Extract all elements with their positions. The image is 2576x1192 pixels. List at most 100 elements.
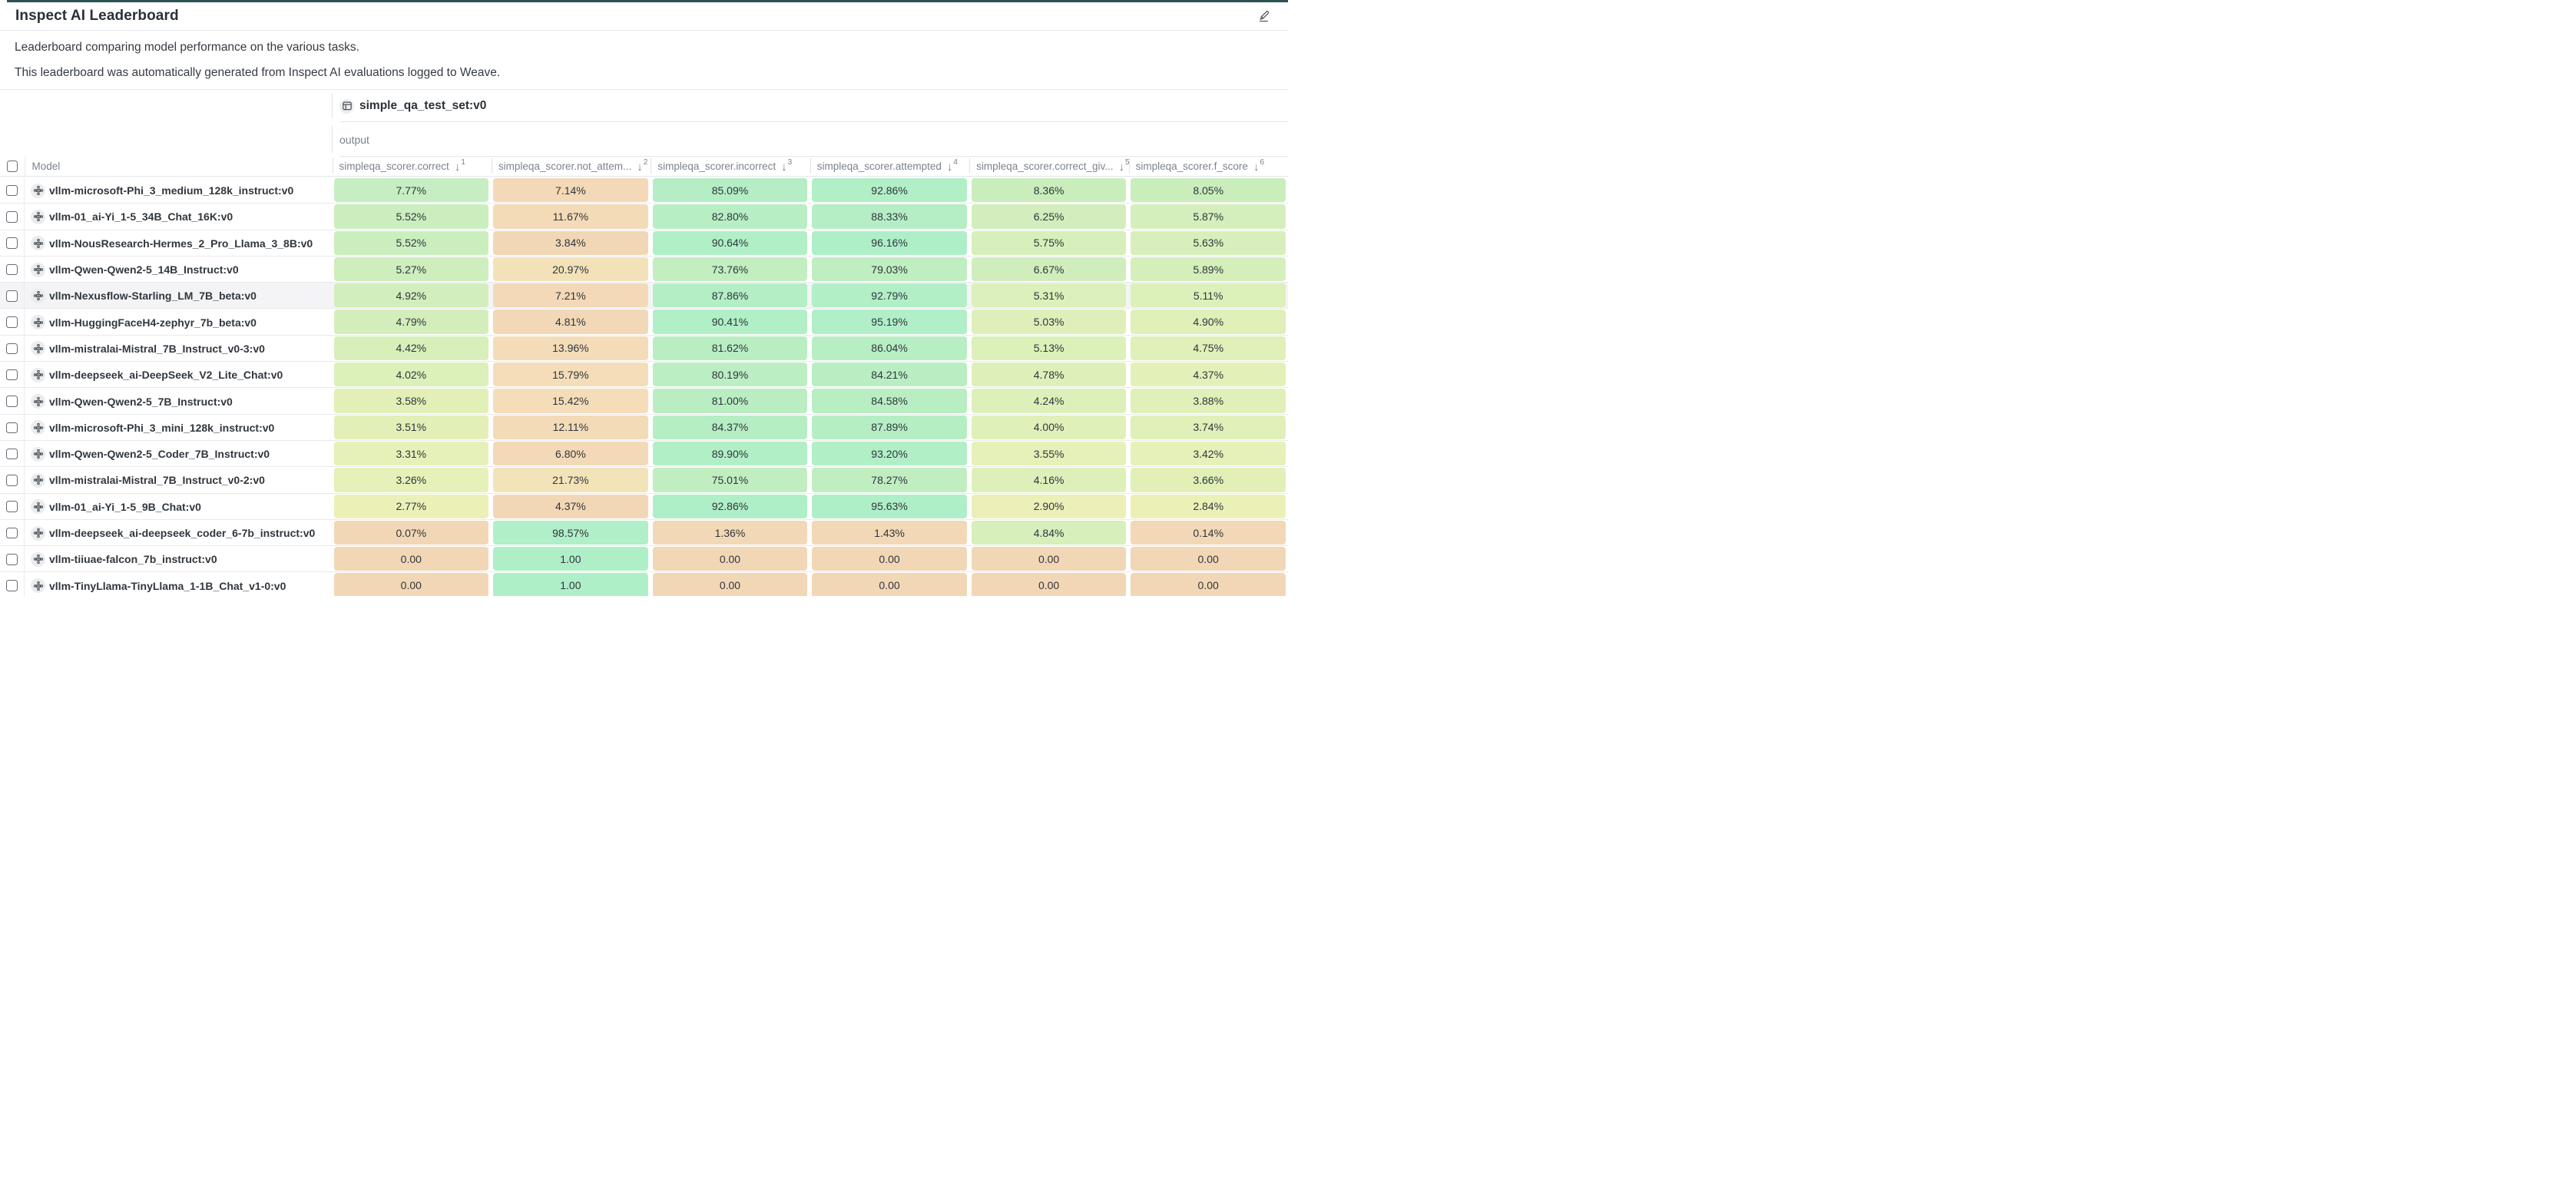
score-cell[interactable]: 2.84% <box>1131 494 1286 518</box>
score-cell[interactable]: 4.90% <box>1131 310 1286 334</box>
score-cell[interactable]: 0.00 <box>652 547 808 571</box>
model-name-link[interactable]: vllm-mistralai-Mistral_7B_Instruct_v0-3:… <box>49 342 265 355</box>
table-row[interactable]: vllm-Qwen-Qwen2-5_Coder_7B_Instruct:v0 3.… <box>0 440 1288 468</box>
score-cell[interactable]: 3.74% <box>1131 415 1286 439</box>
score-cell[interactable]: 1.00 <box>493 547 648 571</box>
row-checkbox[interactable] <box>6 290 18 302</box>
sort-desc-arrow-icon[interactable]: ↓6 <box>1253 157 1264 174</box>
score-cell[interactable]: 87.86% <box>652 283 808 308</box>
model-name-link[interactable]: vllm-01_ai-Yi_1-5_9B_Chat:v0 <box>49 500 201 513</box>
score-cell[interactable]: 2.77% <box>333 494 489 518</box>
score-cell[interactable]: 96.16% <box>812 230 967 255</box>
score-cell[interactable]: 95.19% <box>812 310 967 334</box>
score-cell[interactable]: 1.43% <box>812 520 967 545</box>
score-cell[interactable]: 92.86% <box>652 494 808 518</box>
score-cell[interactable]: 7.14% <box>493 178 648 203</box>
row-checkbox[interactable] <box>6 211 18 223</box>
score-cell[interactable]: 81.62% <box>652 336 808 361</box>
score-cell[interactable]: 8.05% <box>1131 178 1286 203</box>
score-cell[interactable]: 0.14% <box>1131 520 1286 545</box>
row-checkbox[interactable] <box>6 237 18 249</box>
score-cell[interactable]: 1.36% <box>652 520 808 545</box>
score-cell[interactable]: 73.76% <box>652 257 808 282</box>
score-cell[interactable]: 4.92% <box>333 283 489 308</box>
score-cell[interactable]: 4.00% <box>971 415 1127 439</box>
score-cell[interactable]: 5.11% <box>1131 283 1286 308</box>
score-cell[interactable]: 5.13% <box>971 336 1127 361</box>
score-cell[interactable]: 6.80% <box>493 441 648 466</box>
table-row[interactable]: vllm-01_ai-Yi_1-5_34B_Chat_16K:v0 5.52% 11… <box>0 204 1288 230</box>
score-cell[interactable]: 4.24% <box>971 389 1127 413</box>
row-checkbox[interactable] <box>6 343 18 355</box>
row-checkbox[interactable] <box>6 554 18 565</box>
score-cell[interactable]: 3.58% <box>333 389 489 413</box>
score-cell[interactable]: 1.00 <box>493 573 648 596</box>
column-header[interactable]: simpleqa_scorer.incorrect ↓3 <box>651 157 810 176</box>
score-cell[interactable]: 13.96% <box>493 336 648 361</box>
score-cell[interactable]: 20.97% <box>493 257 648 282</box>
row-checkbox[interactable] <box>6 396 18 407</box>
row-checkbox[interactable] <box>6 184 18 197</box>
table-row[interactable]: vllm-mistralai-Mistral_7B_Instruct_v0-3:… <box>0 335 1288 363</box>
row-checkbox[interactable] <box>6 369 18 381</box>
row-checkbox[interactable] <box>6 580 18 591</box>
score-cell[interactable]: 3.31% <box>333 441 489 466</box>
model-name-link[interactable]: vllm-Qwen-Qwen2-5_14B_Instruct:v0 <box>49 263 239 276</box>
column-header[interactable]: simpleqa_scorer.correct ↓1 <box>332 157 492 176</box>
table-row[interactable]: vllm-HuggingFaceH4-zephyr_7b_beta:v0 4.79… <box>0 309 1288 336</box>
score-cell[interactable]: 4.84% <box>971 520 1127 545</box>
score-cell[interactable]: 6.67% <box>971 257 1127 282</box>
table-row[interactable]: vllm-deepseek_ai-deepseek_coder_6-7b_ins… <box>0 519 1288 547</box>
row-checkbox[interactable] <box>6 316 18 328</box>
score-cell[interactable]: 0.00 <box>333 573 489 596</box>
table-row[interactable]: vllm-Qwen-Qwen2-5_14B_Instruct:v0 5.27% 20… <box>0 256 1288 283</box>
score-cell[interactable]: 15.79% <box>493 363 648 387</box>
score-cell[interactable]: 5.75% <box>971 230 1127 255</box>
score-cell[interactable]: 79.03% <box>812 257 967 282</box>
score-cell[interactable]: 82.80% <box>652 204 808 229</box>
score-cell[interactable]: 4.78% <box>971 363 1127 387</box>
score-cell[interactable]: 5.63% <box>1131 230 1286 255</box>
row-checkbox[interactable] <box>6 263 18 276</box>
table-row[interactable]: vllm-TinyLlama-TinyLlama_1-1B_Chat_v1-0:… <box>0 572 1288 596</box>
score-cell[interactable]: 0.00 <box>971 547 1127 571</box>
score-cell[interactable]: 21.73% <box>493 468 648 492</box>
score-cell[interactable]: 98.57% <box>493 520 648 545</box>
score-cell[interactable]: 3.51% <box>333 415 489 439</box>
sort-desc-arrow-icon[interactable]: ↓2 <box>637 157 648 174</box>
score-cell[interactable]: 0.00 <box>333 547 489 571</box>
score-cell[interactable]: 3.55% <box>971 441 1127 466</box>
sort-desc-arrow-icon[interactable]: ↓3 <box>781 157 793 174</box>
table-row[interactable]: vllm-mistralai-Mistral_7B_Instruct_v0-2:… <box>0 467 1288 494</box>
sort-desc-arrow-icon[interactable]: ↓5 <box>1118 157 1130 174</box>
score-cell[interactable]: 5.31% <box>971 283 1127 308</box>
score-cell[interactable]: 93.20% <box>812 441 967 466</box>
column-header[interactable]: simpleqa_scorer.attempted ↓4 <box>810 157 969 176</box>
row-checkbox[interactable] <box>6 448 18 460</box>
score-cell[interactable]: 5.52% <box>333 230 489 255</box>
score-cell[interactable]: 87.89% <box>812 415 967 439</box>
score-cell[interactable]: 4.16% <box>971 468 1127 492</box>
score-cell[interactable]: 84.21% <box>812 363 967 387</box>
score-cell[interactable]: 3.26% <box>333 468 489 492</box>
model-name-link[interactable]: vllm-microsoft-Phi_3_mini_128k_instruct:… <box>49 421 275 434</box>
sort-desc-arrow-icon[interactable]: ↓1 <box>454 157 465 174</box>
row-checkbox[interactable] <box>6 422 18 434</box>
score-cell[interactable]: 0.00 <box>812 573 967 596</box>
table-row[interactable]: vllm-tiiuae-falcon_7b_instruct:v0 0.00 1.0… <box>0 546 1288 573</box>
model-name-link[interactable]: vllm-NousResearch-Hermes_2_Pro_Llama_3_8… <box>49 237 313 250</box>
score-cell[interactable]: 90.64% <box>652 230 808 255</box>
score-cell[interactable]: 4.37% <box>493 494 648 518</box>
model-name-link[interactable]: vllm-HuggingFaceH4-zephyr_7b_beta:v0 <box>49 316 257 329</box>
score-cell[interactable]: 15.42% <box>493 389 648 413</box>
model-name-link[interactable]: vllm-microsoft-Phi_3_medium_128k_instruc… <box>49 184 294 197</box>
score-cell[interactable]: 84.37% <box>652 415 808 439</box>
score-cell[interactable]: 4.37% <box>1131 363 1286 387</box>
score-cell[interactable]: 5.87% <box>1131 204 1286 229</box>
score-cell[interactable]: 11.67% <box>493 204 648 229</box>
score-cell[interactable]: 5.89% <box>1131 257 1286 282</box>
model-name-link[interactable]: vllm-deepseek_ai-DeepSeek_V2_Lite_Chat:v… <box>49 369 283 382</box>
score-cell[interactable]: 3.84% <box>493 230 648 255</box>
score-cell[interactable]: 4.02% <box>333 363 489 387</box>
score-cell[interactable]: 7.21% <box>493 283 648 308</box>
